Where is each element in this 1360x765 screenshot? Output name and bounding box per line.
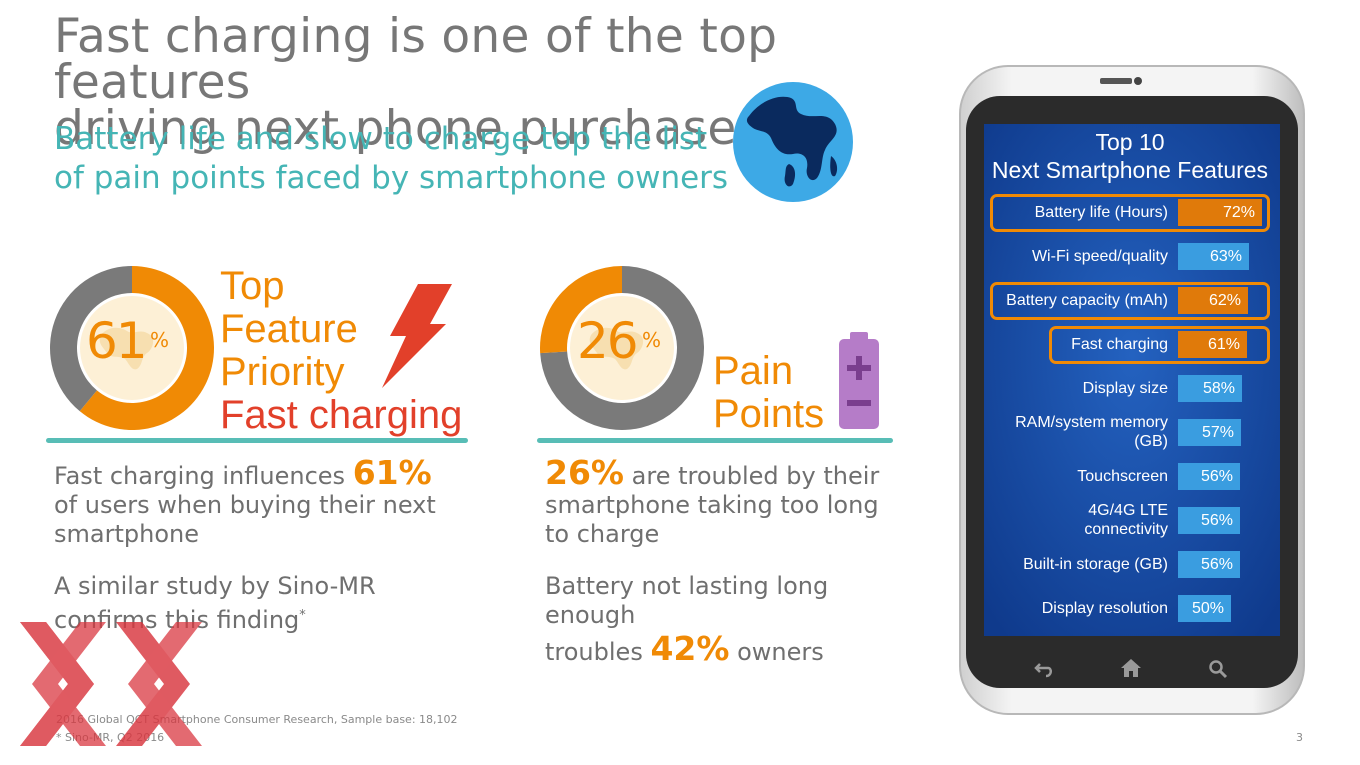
pain-points-donut-slice-highlight: [540, 266, 622, 354]
pain-battery-text-b: troubles: [545, 638, 643, 666]
feature-label: RAM/system memory (GB): [968, 410, 1168, 454]
pain-points-percent-sign: %: [642, 328, 662, 352]
phone-chart-title-line-2: Next Smartphone Features: [991, 157, 1269, 183]
feature-bar: 62%: [1178, 287, 1248, 314]
pain-battery-text-a: Battery not lasting long enough: [545, 572, 829, 629]
page-title: Fast charging is one of the top features…: [54, 9, 934, 156]
feature-bar: 56%: [1178, 463, 1240, 490]
feature-bar: 50%: [1178, 595, 1231, 622]
feature-bar: 63%: [1178, 243, 1249, 270]
feature-bar: 72%: [1178, 199, 1262, 226]
feature-priority-donut-slice-highlight: [79, 266, 214, 430]
footnote-marker: *: [299, 608, 306, 623]
feature-row: Wi-Fi speed/quality 63%: [984, 234, 1276, 278]
feature-bar: 61%: [1178, 331, 1247, 358]
feature-divider: [46, 438, 468, 443]
feature-label: Battery capacity (mAh): [968, 278, 1168, 322]
feature-label: Battery life (Hours): [968, 190, 1168, 234]
pain-points-donut: [540, 266, 704, 430]
feature-highlight-box: [990, 282, 1270, 320]
battery-icon: [839, 332, 879, 429]
feature-label-line: Display resolution: [1041, 599, 1168, 617]
pain-body-text-b: smartphone taking too long: [545, 491, 879, 519]
feature-highlight-box: [990, 194, 1270, 232]
feature-label-line: (GB): [1134, 433, 1168, 450]
pain-heading-line-2: Points: [713, 392, 825, 436]
feature-bar: 58%: [1178, 375, 1242, 402]
feature-label-line: connectivity: [1084, 521, 1168, 538]
phone-chart-title-line-1: Top 10: [1095, 129, 1165, 155]
pain-points-percent: 26: [577, 312, 639, 370]
feature-body-text-a: Fast charging influences: [54, 462, 346, 490]
feature-label: Touchscreen: [968, 454, 1168, 498]
page-title-line-2: driving next phone purchase: [54, 101, 737, 156]
pain-body-text-c: to charge: [545, 520, 660, 548]
back-icon[interactable]: [1034, 658, 1054, 678]
feature-label-line: Battery life (Hours): [1034, 203, 1168, 221]
feature-body-highlight: 61%: [352, 453, 432, 492]
watermark-logo: [20, 622, 202, 746]
feature-body-text-c: smartphone: [54, 520, 199, 548]
feature-highlight-box: [1048, 326, 1270, 364]
pain-divider: [537, 438, 893, 443]
page-number: 3: [1296, 731, 1303, 744]
feature-bar: 56%: [1178, 551, 1240, 578]
lightning-bolt-icon: [382, 284, 452, 388]
feature-label-line: Display size: [1082, 379, 1168, 397]
feature-study-text-a: A similar study by Sino-MR: [54, 572, 376, 600]
pain-points-donut-slice-remainder: [540, 266, 704, 430]
feature-row: 4G/4G LTE connectivity 56%: [984, 498, 1276, 542]
page-subtitle-line-1: Battery life and slow to charge top the …: [54, 121, 708, 157]
feature-label-line: Wi-Fi speed/quality: [1031, 247, 1168, 265]
feature-body-text-b: of users when buying their next: [54, 491, 436, 519]
page-subtitle: Battery life and slow to charge top the …: [54, 120, 754, 198]
feature-priority-donut: [50, 266, 214, 430]
feature-heading-line-1: Top: [220, 264, 285, 308]
feature-label-line: RAM/system memory: [1015, 414, 1168, 431]
feature-label: Built-in storage (GB): [968, 542, 1168, 586]
feature-row: Battery capacity (mAh) 62%: [984, 278, 1276, 322]
feature-label: Fast charging: [968, 322, 1168, 366]
feature-bar: 57%: [1178, 419, 1241, 446]
page-title-line-1: Fast charging is one of the top features: [54, 9, 778, 110]
pain-heading-line-1: Pain: [713, 349, 794, 393]
feature-heading-line-4: Fast charging: [220, 393, 463, 437]
page-subtitle-line-2: of pain points faced by smartphone owner…: [54, 160, 729, 196]
feature-body-text: Fast charging influences 61% of users wh…: [54, 456, 494, 549]
feature-row: Touchscreen 56%: [984, 454, 1276, 498]
globe-icon: [733, 82, 853, 202]
feature-label: Display size: [968, 366, 1168, 410]
feature-label-line: Built-in storage (GB): [1023, 555, 1168, 573]
feature-row: Fast charging 61%: [984, 322, 1276, 366]
pain-points-heading: Pain Points: [713, 350, 824, 436]
feature-label-line: 4G/4G LTE: [1088, 502, 1168, 519]
pain-battery-highlight: 42%: [650, 629, 730, 668]
feature-row: Display resolution 50%: [984, 586, 1276, 630]
feature-bar: 56%: [1178, 507, 1240, 534]
pain-battery-text-c: owners: [737, 638, 824, 666]
feature-priority-percent: 61: [86, 312, 148, 370]
feature-label: 4G/4G LTE connectivity: [968, 498, 1168, 542]
feature-priority-donut-slice-remainder: [50, 266, 132, 412]
pain-battery-text: Battery not lasting long enough troubles…: [545, 572, 925, 667]
pain-body-text-a: are troubled by their: [631, 462, 880, 490]
feature-row: Battery life (Hours) 72%: [984, 190, 1276, 234]
feature-priority-heading: Top Feature Priority Fast charging: [220, 265, 462, 437]
feature-heading-line-2: Feature: [220, 307, 358, 351]
feature-label: Display resolution: [968, 586, 1168, 630]
feature-label-line: Battery capacity (mAh): [1006, 291, 1168, 309]
feature-label-line: Fast charging: [1071, 335, 1168, 353]
feature-row: RAM/system memory (GB) 57%: [984, 410, 1276, 454]
feature-row: Display size 58%: [984, 366, 1276, 410]
feature-label: Wi-Fi speed/quality: [968, 234, 1168, 278]
pain-body-text: 26% are troubled by their smartphone tak…: [545, 456, 925, 549]
home-icon[interactable]: [1120, 658, 1142, 678]
feature-priority-percent-sign: %: [150, 328, 170, 352]
pain-body-highlight: 26%: [545, 453, 624, 492]
feature-row: Built-in storage (GB) 56%: [984, 542, 1276, 586]
phone-chart-title: Top 10 Next Smartphone Features: [984, 128, 1276, 184]
feature-heading-line-3: Priority: [220, 350, 345, 394]
feature-label-line: Touchscreen: [1077, 467, 1168, 485]
search-icon[interactable]: [1208, 659, 1228, 679]
